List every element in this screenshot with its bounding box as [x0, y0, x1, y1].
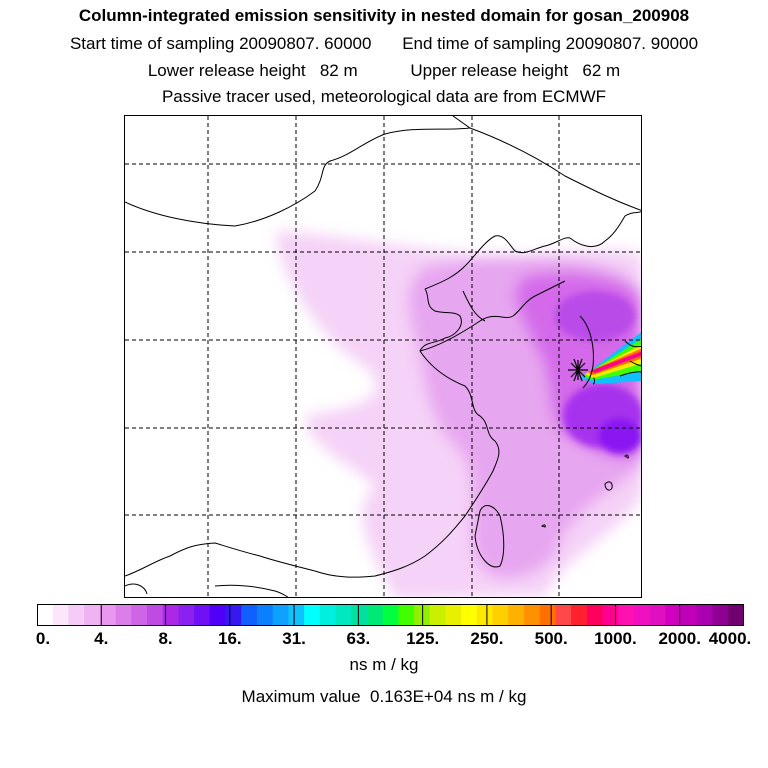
colorbar-swatch	[649, 604, 667, 626]
colorbar-swatch	[84, 604, 101, 626]
colorbar-swatch	[162, 604, 179, 626]
colorbar-tick-label: 16.	[217, 629, 242, 648]
colorbar-swatch	[476, 604, 494, 626]
plot-title: Column-integrated emission sensitivity i…	[78, 6, 690, 25]
colorbar-swatch	[99, 604, 117, 626]
colorbar-swatch	[194, 604, 211, 626]
colorbar-swatch	[225, 604, 242, 626]
release-height-line: Lower release height 82 m Upper release …	[0, 61, 768, 81]
colorbar-swatch	[178, 604, 195, 626]
colorbar-swatch	[508, 604, 525, 626]
colorbar-tick-label: 125.	[406, 629, 440, 648]
end-time-value: 20090807. 90000	[565, 34, 699, 53]
colorbar-swatch	[665, 604, 682, 626]
tracer-note: Passive tracer used, meteorological data…	[161, 87, 607, 106]
colorbar-unit: ns m / kg	[349, 655, 419, 674]
colorbar-swatch	[366, 604, 384, 626]
colorbar-swatch	[52, 604, 70, 626]
sensitivity-core-north	[555, 291, 635, 341]
colorbar-swatch	[37, 604, 54, 626]
colorbar-swatch	[256, 604, 274, 626]
asterisk-star-icon	[568, 358, 588, 382]
colorbar-swatch	[146, 604, 164, 626]
upper-height-value: 62 m	[582, 61, 621, 80]
colorbar-tick-label: 4.	[94, 629, 109, 648]
colorbar-swatch	[618, 604, 635, 626]
colorbar-swatch	[634, 604, 651, 626]
colorbar-swatch	[571, 604, 588, 626]
upper-height-label: Upper release height	[410, 61, 569, 80]
colorbar-swatch	[728, 604, 744, 626]
maximum-value-line: Maximum value 0.163E+04 ns m / kg	[0, 687, 768, 707]
grid-lines	[125, 116, 641, 597]
sampling-time-line: Start time of sampling 20090807. 60000 E…	[0, 34, 768, 54]
colorbar-swatch	[602, 604, 619, 626]
colorbar-swatches	[37, 604, 744, 626]
colorbar-swatch	[241, 604, 258, 626]
colorbar-swatch	[382, 604, 399, 626]
colorbar-swatch	[272, 604, 289, 626]
colorbar-swatch	[68, 604, 85, 626]
colorbar-swatch	[304, 604, 321, 626]
colorbar-swatch	[398, 604, 415, 626]
colorbar-swatch	[555, 604, 572, 626]
colorbar-tick-label: 31.	[282, 629, 306, 648]
start-time-label: Start time of sampling	[69, 34, 235, 53]
colorbar-tick-label: 1000.	[594, 629, 637, 648]
lower-height-label: Lower release height	[147, 61, 306, 80]
sensitivity-core-inner	[598, 418, 641, 454]
release-plume	[580, 332, 641, 384]
colorbar-tick-label: 250.	[470, 629, 504, 648]
colorbar-swatch	[539, 604, 557, 626]
colorbar-swatch	[492, 604, 509, 626]
colorbar-swatch	[131, 604, 148, 626]
colorbar-swatch	[351, 604, 368, 626]
colorbar-swatch	[319, 604, 337, 626]
colorbar	[37, 604, 744, 626]
max-value-label: Maximum value	[241, 687, 361, 706]
colorbar-tick-label: 63.	[346, 629, 371, 648]
end-time-label: End time of sampling	[402, 34, 561, 53]
colorbar-swatch	[209, 604, 227, 626]
lower-height-value: 82 m	[319, 61, 358, 80]
colorbar-swatch	[681, 604, 698, 626]
colorbar-swatch	[115, 604, 132, 626]
colorbar-swatch	[288, 604, 305, 626]
colorbar-tick-label: 4000.	[708, 629, 752, 648]
colorbar-swatch	[524, 604, 541, 626]
colorbar-tick-label: 500.	[534, 629, 568, 648]
colorbar-swatch	[461, 604, 478, 626]
colorbar-swatch	[335, 604, 352, 626]
colorbar-swatch	[445, 604, 462, 626]
map-canvas	[125, 116, 641, 597]
colorbar-tick-label: 0.	[35, 629, 51, 648]
colorbar-swatch	[429, 604, 447, 626]
colorbar-tick-label: 8.	[158, 629, 173, 648]
emission-sensitivity-field	[275, 231, 641, 597]
start-time-value: 20090807. 60000	[239, 34, 372, 53]
colorbar-swatch	[586, 604, 604, 626]
coastlines	[125, 116, 641, 597]
colorbar-frame	[37, 604, 744, 626]
max-value: 0.163E+04 ns m / kg	[370, 687, 527, 706]
colorbar-swatch	[712, 604, 729, 626]
colorbar-tick-label: 2000.	[658, 629, 701, 648]
map-panel	[124, 115, 642, 598]
colorbar-swatch	[696, 604, 714, 626]
